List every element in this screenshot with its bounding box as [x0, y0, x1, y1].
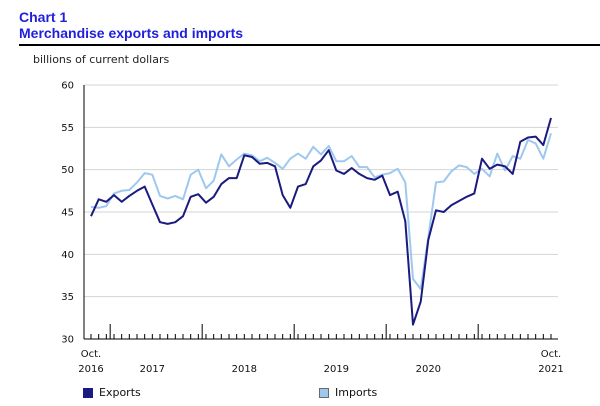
legend-swatch-imports [319, 387, 329, 398]
x-tick-label-2019-06: 2019 [324, 364, 349, 375]
x-tick-label-2018-06: 2018 [232, 364, 257, 375]
y-tick-label-60: 60 [61, 81, 74, 92]
y-axis-label: billions of current dollars [33, 53, 170, 66]
chart-header: Chart 1 Merchandise exports and imports [19, 9, 600, 46]
series-line-exports [90, 117, 552, 326]
legend-item-exports: Exports [83, 386, 141, 399]
x-tick-label-2017-06: 2017 [140, 364, 165, 375]
x-tick-label-2016-10: Oct. 2016 [78, 349, 103, 375]
y-tick-label-55: 55 [61, 123, 74, 134]
y-tick-label-50: 50 [61, 165, 74, 176]
x-tick-label-2021-10: Oct. 2021 [538, 349, 563, 375]
y-tick-label-40: 40 [61, 250, 74, 261]
series-line-imports [90, 133, 552, 290]
legend-item-imports: Imports [319, 386, 377, 399]
y-tick-label-45: 45 [61, 208, 74, 219]
legend-label-imports: Imports [335, 386, 378, 399]
y-tick-label-30: 30 [61, 335, 74, 346]
legend-swatch-exports [83, 387, 93, 398]
x-tick-label-2020-06: 2020 [416, 364, 441, 375]
chart-number: Chart 1 [19, 9, 68, 25]
legend-label-exports: Exports [99, 386, 141, 399]
chart-title: Merchandise exports and imports [19, 25, 244, 41]
y-tick-label-35: 35 [61, 292, 74, 303]
